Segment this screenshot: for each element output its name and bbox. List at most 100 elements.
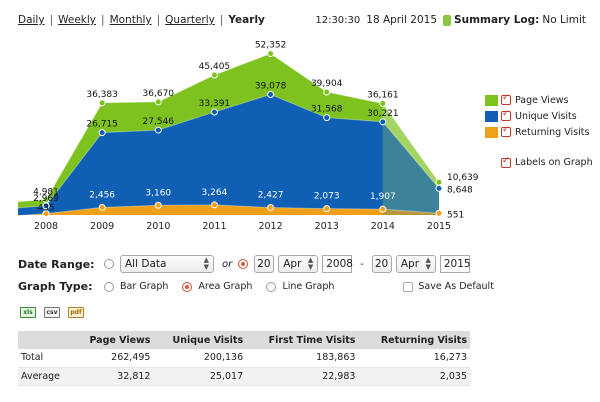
- data-label-unique-visits: 39,078: [255, 82, 287, 92]
- range-dash: -: [360, 258, 364, 270]
- data-label-returning-visits: 2,073: [314, 192, 340, 202]
- legend-item-unique-visits[interactable]: Unique Visits: [485, 108, 589, 124]
- point-returning-visits: [379, 205, 387, 213]
- x-tick-label: 2010: [146, 221, 170, 232]
- column-header: Page Views: [72, 331, 154, 349]
- data-label-returning-visits: 3,160: [145, 188, 171, 198]
- line-graph-label[interactable]: Line Graph: [282, 281, 335, 292]
- export-icons: xls csv pdf: [20, 307, 92, 318]
- x-tick-label: 2009: [90, 221, 114, 232]
- summary-log-icon: [443, 14, 452, 26]
- graph-type-row: Graph Type: Bar Graph Area Graph Line Gr…: [18, 280, 508, 293]
- excel-export-icon[interactable]: xls: [20, 307, 36, 318]
- table-row: Average 32,812 25,017 22,983 2,035: [18, 367, 470, 386]
- to-day-select[interactable]: 20: [371, 255, 392, 273]
- data-label-page-views: 36,161: [367, 91, 399, 101]
- point-page-views: [154, 98, 162, 106]
- point-returning-visits: [154, 201, 162, 209]
- table-cell: 25,017: [153, 367, 247, 386]
- labels-on-graph-checkbox[interactable]: [501, 156, 511, 168]
- page-views-checkbox[interactable]: [501, 93, 511, 105]
- save-default-checkbox[interactable]: [403, 281, 414, 292]
- point-page-views: [323, 88, 331, 96]
- bar-graph-radio[interactable]: [104, 281, 114, 292]
- custom-range-radio[interactable]: [238, 259, 249, 269]
- legend-label-page-views: Page Views: [515, 94, 569, 106]
- chart-data-labels: 4,981 36,383 36,670 45,405 52,352 39,904 36,16…: [33, 41, 479, 221]
- table-cell: 2,035: [358, 367, 470, 386]
- data-label-unique-visits: 2,969: [33, 194, 59, 204]
- data-label-unique-visits: 31,568: [311, 105, 343, 115]
- tab-daily[interactable]: Daily: [18, 14, 45, 26]
- point-returning-visits: [323, 205, 331, 213]
- point-page-views: [267, 50, 275, 58]
- unique-visits-checkbox[interactable]: [501, 109, 511, 121]
- to-month-select[interactable]: Apr ▲ ▼: [395, 255, 436, 273]
- tab-weekly[interactable]: Weekly: [58, 14, 97, 26]
- all-data-radio[interactable]: [104, 259, 114, 269]
- column-header: Returning Visits: [358, 331, 470, 349]
- line-graph-radio[interactable]: [266, 281, 277, 292]
- date-range-row: Date Range: All Data ▲ ▼ or 20 Apr ▲ ▼ 2008 …: [18, 255, 471, 273]
- data-label-returning-visits: 2,456: [89, 190, 115, 200]
- select-arrows-icon: ▲ ▼: [307, 256, 314, 271]
- legend-item-returning-visits[interactable]: Returning Visits: [485, 124, 589, 140]
- point-page-views: [98, 99, 106, 107]
- point-page-views: [379, 100, 387, 108]
- x-tick-label: 2014: [371, 221, 395, 232]
- pdf-export-icon[interactable]: pdf: [68, 307, 84, 318]
- data-label-page-views: 39,904: [311, 79, 343, 89]
- tab-monthly[interactable]: Monthly: [109, 14, 152, 26]
- from-year-input[interactable]: 2008: [322, 255, 353, 273]
- from-day-select[interactable]: 20: [254, 255, 275, 273]
- tab-quarterly[interactable]: Quarterly: [165, 14, 215, 26]
- from-month-select[interactable]: Apr ▲ ▼: [278, 255, 319, 273]
- point-unique-visits: [42, 202, 50, 210]
- data-label-unique-visits: 26,715: [86, 120, 118, 130]
- labels-on-graph-toggle[interactable]: Labels on Graph: [501, 156, 593, 168]
- to-day-value: 20: [374, 258, 389, 270]
- table-cell: 16,273: [358, 349, 470, 368]
- data-label-returning-visits: 1,907: [370, 192, 396, 202]
- table-cell: Total: [18, 349, 73, 368]
- tab-separator: |: [219, 14, 224, 26]
- current-date: 18 April 2015: [366, 14, 438, 26]
- x-tick-label: 2012: [258, 221, 282, 232]
- current-time: 12:30:30: [315, 14, 361, 26]
- graph-type-label: Graph Type:: [18, 280, 93, 293]
- summary-log-value: No Limit: [542, 14, 586, 26]
- point-returning-visits: [267, 204, 275, 212]
- labels-on-graph-label: Labels on Graph: [515, 157, 593, 168]
- area-graph-label[interactable]: Area Graph: [198, 281, 253, 292]
- date-range-label: Date Range:: [18, 257, 95, 271]
- summary-table: Page Views Unique Visits First Time Visi…: [18, 331, 470, 386]
- save-default-label[interactable]: Save As Default: [418, 281, 494, 292]
- data-label-page-views: 52,352: [255, 41, 287, 51]
- point-unique-visits: [435, 184, 443, 192]
- tab-separator: |: [101, 14, 105, 26]
- point-returning-visits: [210, 201, 218, 209]
- select-arrows-icon: ▲ ▼: [425, 256, 431, 271]
- all-data-select[interactable]: All Data ▲ ▼: [120, 255, 214, 273]
- x-tick-label: 2015: [427, 221, 451, 232]
- legend-label-unique-visits: Unique Visits: [515, 110, 577, 122]
- select-arrows-icon: ▲ ▼: [203, 256, 209, 271]
- tab-separator: |: [49, 14, 54, 26]
- point-returning-visits: [98, 203, 106, 211]
- table-cell: 262,495: [72, 349, 154, 368]
- tab-yearly[interactable]: Yearly: [228, 14, 265, 26]
- table-cell: 200,136: [153, 349, 247, 368]
- legend-item-page-views[interactable]: Page Views: [485, 92, 589, 108]
- from-month-value: Apr: [283, 258, 302, 270]
- to-year-input[interactable]: 2015: [439, 255, 471, 273]
- x-tick-label: 2011: [202, 221, 226, 232]
- chart-legend: Page Views Unique Visits Returning Visit…: [485, 92, 589, 140]
- chart-points: [42, 50, 443, 218]
- legend-swatch-returning-visits: [485, 126, 498, 138]
- bar-graph-label[interactable]: Bar Graph: [120, 281, 169, 292]
- area-unique-visits-partial: [382, 121, 439, 215]
- csv-export-icon[interactable]: csv: [44, 307, 60, 318]
- area-graph-radio[interactable]: [182, 281, 193, 292]
- column-header: Unique Visits: [153, 331, 247, 349]
- returning-visits-checkbox[interactable]: [501, 125, 511, 137]
